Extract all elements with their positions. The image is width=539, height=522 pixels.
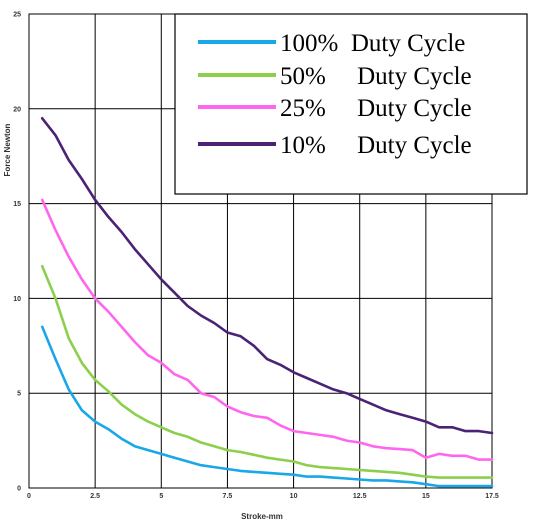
- x-tick-label: 7.5: [223, 493, 233, 500]
- series-line-3: [40, 117, 494, 435]
- y-axis-label: Force Newton: [3, 123, 12, 176]
- y-tick-label: 15: [13, 201, 21, 208]
- y-tick-label: 20: [13, 106, 21, 113]
- series-line-2: [40, 198, 494, 461]
- y-tick-label: 10: [13, 296, 21, 303]
- series-line-0: [40, 325, 494, 488]
- x-axis-label: Stroke-mm: [241, 512, 283, 521]
- tick-labels: 0 2.5 5 7.5 10 12.5 15 17.5 0 5 10 15 20 25: [13, 12, 499, 501]
- x-tick-label: 15: [422, 493, 430, 500]
- series-layer: [40, 117, 494, 488]
- legend-label-3: 10% Duty Cycle: [280, 132, 472, 159]
- x-tick-label: 0: [27, 493, 31, 500]
- x-tick-label: 17.5: [485, 493, 499, 500]
- y-tick-label: 25: [13, 12, 21, 19]
- y-tick-label: 5: [17, 391, 21, 398]
- legend-label-1: 50% Duty Cycle: [280, 63, 472, 90]
- x-tick-label: 10: [290, 493, 298, 500]
- x-tick-label: 5: [159, 493, 163, 500]
- y-tick-label: 0: [17, 486, 21, 493]
- series-line-1: [40, 264, 494, 479]
- legend-label-0: 100% Duty Cycle: [280, 30, 465, 57]
- legend-label-2: 25% Duty Cycle: [280, 95, 472, 122]
- x-tick-label: 12.5: [353, 493, 367, 500]
- x-tick-label: 2.5: [90, 493, 100, 500]
- legend: 100% Duty Cycle 50% Duty Cycle 25% Duty Cy…: [174, 13, 528, 195]
